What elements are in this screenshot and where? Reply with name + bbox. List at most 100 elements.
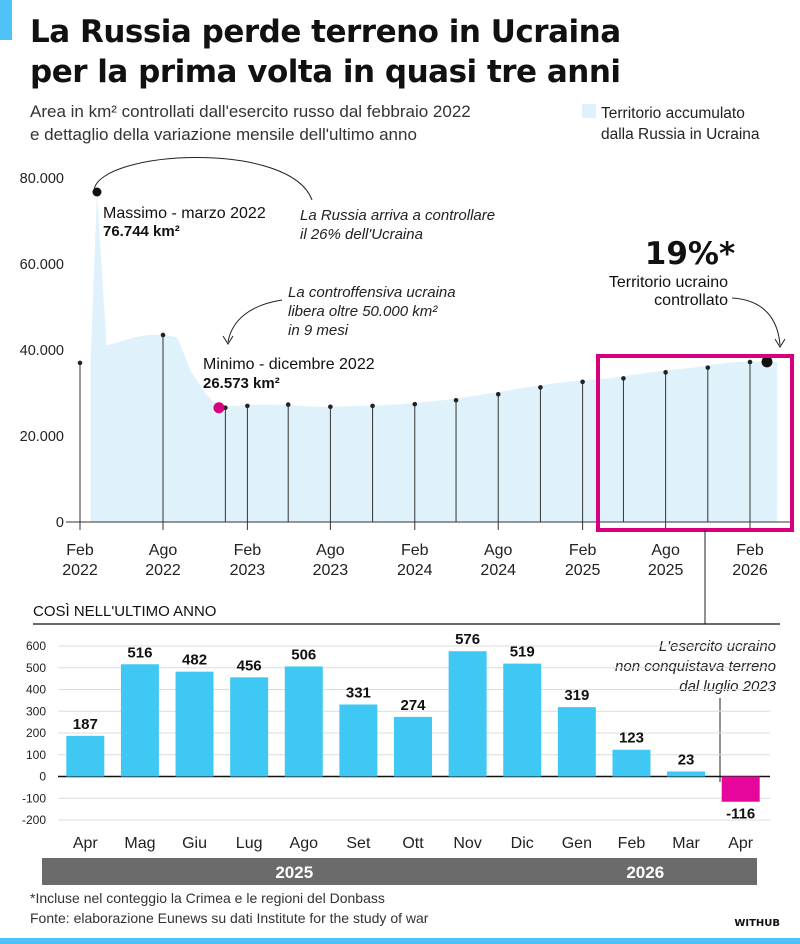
pct-note-line-2: controllato <box>654 292 728 309</box>
x-tick-label: 2024 <box>397 562 433 579</box>
x-tick-label: Apr <box>728 835 754 852</box>
bar <box>120 664 159 777</box>
y-tick-label: 600 <box>26 639 46 653</box>
x-tick-label: Giu <box>182 835 207 852</box>
data-label: 331 <box>346 685 371 702</box>
y-tick-label: 0 <box>39 770 46 784</box>
tick-marker <box>245 403 250 409</box>
mid-tick-marker <box>538 385 543 390</box>
source-line: Fonte: elaborazione Eunews su dati Insti… <box>30 910 429 926</box>
data-label: 519 <box>510 644 535 661</box>
ukr-note-line-2: non conquistava terreno <box>615 658 776 675</box>
x-tick-label: Ago <box>290 835 319 852</box>
page-title: La Russia perde terreno in Ucraina per l… <box>30 12 790 92</box>
x-tick-label: 2025 <box>648 562 684 579</box>
x-tick-label: Lug <box>236 835 263 852</box>
accent-bar <box>0 0 12 40</box>
mid-tick-marker <box>453 398 459 403</box>
current-point <box>761 356 773 368</box>
x-tick-label: 2024 <box>480 562 516 579</box>
x-tick-label: 2025 <box>565 562 601 579</box>
tick-marker <box>663 370 668 375</box>
tick-marker <box>328 404 333 410</box>
x-tick-label: 2022 <box>62 562 98 579</box>
data-label: -116 <box>726 806 755 823</box>
mid-tick-marker <box>285 402 291 407</box>
russia-note-line-2: il 26% dell'Ucraina <box>300 226 423 243</box>
mid-tick-marker <box>370 403 375 409</box>
x-tick-label: 2026 <box>732 562 768 579</box>
max-label: Massimo - marzo 2022 <box>103 205 266 222</box>
tick-marker <box>160 332 166 338</box>
year-band <box>533 858 757 885</box>
bar <box>230 677 269 777</box>
pct-arrow <box>731 297 781 346</box>
tick-marker <box>412 401 418 407</box>
y-tick-label: 100 <box>26 748 46 762</box>
x-tick-label: Feb <box>401 542 429 559</box>
pct-note-line-1: Territorio ucraino <box>609 274 728 291</box>
mid-tick-marker <box>705 365 711 370</box>
data-label: 576 <box>455 631 480 648</box>
x-tick-label: Feb <box>618 835 646 852</box>
data-label: 319 <box>564 687 589 704</box>
mid-tick-marker <box>621 376 626 381</box>
min-value: 26.573 km² <box>203 375 280 392</box>
y-tick-label: 300 <box>26 704 46 718</box>
year-band-label: 2026 <box>626 863 664 882</box>
y-tick-label: 200 <box>26 726 46 740</box>
x-tick-label: Nov <box>453 835 481 852</box>
legend-swatch <box>582 104 596 118</box>
y-tick-label: 0 <box>56 515 64 531</box>
y-tick-label: -200 <box>22 813 46 827</box>
x-tick-label: Mag <box>124 835 155 852</box>
tick-marker <box>747 359 753 365</box>
tick-marker <box>77 360 83 366</box>
bottom-accent-strip <box>0 938 800 944</box>
bar <box>284 666 323 777</box>
legend-line-1: Territorio accumulato <box>601 105 745 122</box>
data-label: 506 <box>291 646 316 663</box>
data-label: 274 <box>400 697 426 714</box>
max-point <box>92 187 102 197</box>
year-band-label: 2025 <box>275 863 313 882</box>
last-year-title: COSÌ NELL'ULTIMO ANNO <box>33 603 216 620</box>
bar <box>612 749 651 777</box>
title-line-2: per la prima volta in quasi tre anni <box>30 54 621 90</box>
counter-arrow-head <box>222 335 234 345</box>
x-tick-label: Ago <box>651 542 680 559</box>
x-tick-label: Feb <box>569 542 597 559</box>
x-tick-label: Set <box>346 835 371 852</box>
x-tick-label: 2023 <box>313 562 349 579</box>
bar <box>557 707 596 777</box>
bar <box>394 716 432 777</box>
footnote: *Incluse nel conteggio la Crimea e le re… <box>30 890 385 906</box>
data-label: 482 <box>182 652 207 669</box>
y-tick-label: 400 <box>26 683 46 697</box>
x-tick-label: Ott <box>402 835 424 852</box>
bar <box>721 776 760 802</box>
counter-note-line-3: in 9 mesi <box>288 322 349 339</box>
brand-logo: WITHUB <box>734 918 780 929</box>
counter-arrow <box>227 299 283 343</box>
x-tick-label: 2023 <box>230 562 266 579</box>
ukr-note-line-3: dal luglio 2023 <box>679 678 776 695</box>
bar <box>503 663 542 777</box>
bar <box>175 671 214 777</box>
counter-note-line-1: La controffensiva ucraina <box>288 284 456 301</box>
y-tick-label: 40.000 <box>20 343 64 359</box>
bar-chart: -200 -100 0 100 200 300 400 500 600 187 Apr 516 Mag 4… <box>22 631 770 885</box>
area-series <box>90 192 778 522</box>
y-tick-label: 500 <box>26 661 46 675</box>
x-tick-label: Feb <box>234 542 262 559</box>
data-label: 516 <box>127 644 152 661</box>
x-tick-label: Ago <box>316 542 345 559</box>
subtitle-line-1: Area in km² controllati dall'esercito ru… <box>30 102 471 121</box>
bar <box>448 651 487 777</box>
tick-marker <box>580 379 585 385</box>
x-tick-label: Feb <box>736 542 764 559</box>
x-tick-label: Feb <box>66 542 94 559</box>
x-tick-label: Mar <box>672 835 700 852</box>
pct-value: 19%* <box>645 236 735 272</box>
